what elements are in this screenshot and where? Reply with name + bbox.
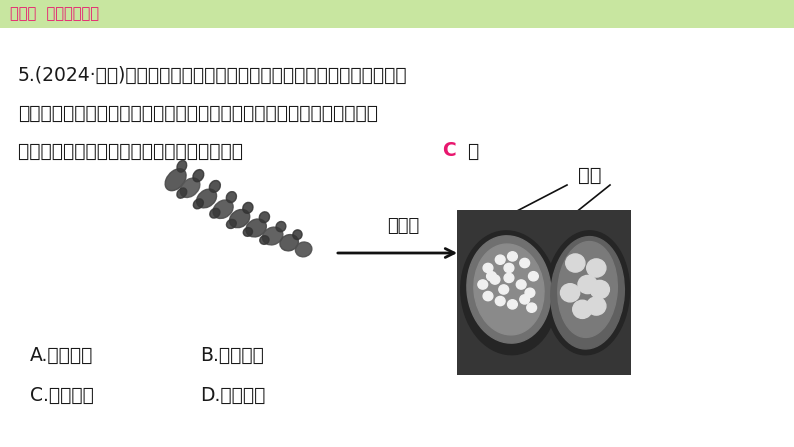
Ellipse shape [260, 236, 269, 245]
Ellipse shape [246, 219, 266, 237]
Text: 在沉水叶的基部着生孢子果。这种植物属于（: 在沉水叶的基部着生孢子果。这种植物属于（ [18, 142, 255, 160]
Text: 生植物。它的茎细长，叶舒展于水面上，具有叶脉，叶脉中有输导组织，: 生植物。它的茎细长，叶舒展于水面上，具有叶脉，叶脉中有输导组织， [18, 104, 378, 122]
Text: C.蕨类植物: C.蕨类植物 [30, 385, 94, 405]
Circle shape [516, 280, 526, 289]
Ellipse shape [467, 236, 551, 343]
Circle shape [507, 300, 518, 309]
Circle shape [483, 291, 493, 301]
Circle shape [495, 255, 505, 264]
Circle shape [525, 288, 535, 297]
Ellipse shape [177, 160, 187, 172]
Ellipse shape [229, 210, 250, 228]
Circle shape [578, 275, 597, 294]
Bar [0, 0, 794, 28]
Ellipse shape [243, 228, 252, 236]
Ellipse shape [545, 231, 630, 355]
Circle shape [504, 263, 514, 273]
Ellipse shape [210, 181, 221, 192]
Ellipse shape [293, 230, 302, 240]
Circle shape [529, 272, 538, 281]
Circle shape [520, 295, 530, 304]
Circle shape [565, 254, 585, 272]
Circle shape [507, 252, 518, 261]
Circle shape [590, 280, 609, 299]
Ellipse shape [558, 241, 617, 337]
Circle shape [587, 297, 606, 315]
Circle shape [572, 300, 592, 318]
Ellipse shape [551, 236, 624, 349]
Circle shape [487, 272, 496, 281]
Ellipse shape [226, 219, 237, 228]
Ellipse shape [180, 178, 200, 198]
Text: ）: ） [456, 142, 480, 160]
Text: A.藻类植物: A.藻类植物 [30, 346, 94, 364]
Text: 5.(2024·泰安)如图是山椒藻，学名叫槐叶萍，是一种漂浮在水面上的水: 5.(2024·泰安)如图是山椒藻，学名叫槐叶萍，是一种漂浮在水面上的水 [18, 66, 407, 84]
Circle shape [490, 275, 500, 284]
Ellipse shape [474, 244, 544, 335]
Ellipse shape [197, 189, 217, 208]
Ellipse shape [210, 208, 220, 218]
Ellipse shape [260, 212, 269, 223]
Text: C: C [442, 142, 456, 160]
Ellipse shape [165, 169, 186, 191]
Circle shape [561, 284, 580, 302]
Text: 孢子: 孢子 [578, 166, 602, 185]
Ellipse shape [177, 188, 187, 198]
Circle shape [520, 258, 530, 268]
Circle shape [478, 280, 488, 289]
Circle shape [499, 285, 509, 294]
Ellipse shape [213, 200, 233, 219]
Ellipse shape [226, 192, 237, 202]
Circle shape [587, 259, 606, 277]
Ellipse shape [263, 227, 283, 245]
Ellipse shape [243, 202, 253, 213]
Text: 孢子果: 孢子果 [387, 217, 420, 235]
Text: D.种子植物: D.种子植物 [200, 385, 265, 405]
Circle shape [526, 303, 537, 312]
Ellipse shape [461, 231, 557, 355]
Ellipse shape [295, 242, 312, 257]
Ellipse shape [280, 235, 299, 251]
Ellipse shape [193, 199, 203, 209]
Ellipse shape [276, 222, 286, 232]
Circle shape [483, 263, 493, 273]
Text: 第二编  主题分类突破: 第二编 主题分类突破 [10, 7, 99, 21]
Circle shape [495, 296, 505, 306]
Text: B.苔藓植物: B.苔藓植物 [200, 346, 264, 364]
Circle shape [504, 273, 514, 283]
Ellipse shape [193, 169, 204, 182]
